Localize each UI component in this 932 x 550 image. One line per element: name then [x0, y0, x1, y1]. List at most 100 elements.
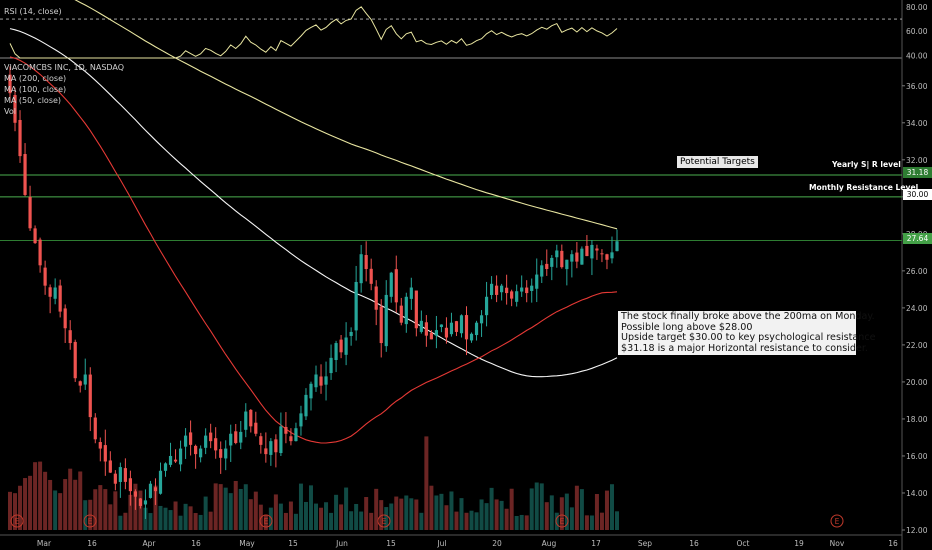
candle-body [419, 320, 423, 332]
volume-bar [399, 498, 404, 530]
candle-body [354, 281, 358, 331]
y-tick-label: 14.00 [906, 489, 928, 498]
volume-bar [504, 508, 509, 530]
candle-body [214, 438, 218, 451]
x-tick-label: 17 [591, 539, 601, 548]
volume-bar [514, 515, 519, 530]
volume-bar [53, 490, 58, 530]
y-tick-label: 36.00 [906, 82, 928, 91]
volume-bar [268, 507, 273, 530]
horizontal-levels [0, 174, 902, 242]
volume-bar [248, 499, 253, 530]
volume-bar [58, 493, 63, 530]
candle-body [314, 374, 318, 388]
ma100-line [9, 28, 618, 378]
y-tick-label: 16.00 [906, 452, 928, 461]
candle-body [264, 448, 268, 455]
volume-bar [298, 483, 303, 530]
x-tick-label: 16 [191, 539, 201, 548]
ma50-line [9, 56, 618, 444]
symbol-title: VIACOMCBS INC, 1D, NASDAQ [4, 63, 125, 72]
volume-bar [108, 504, 113, 530]
candle-body [389, 272, 393, 297]
volume-bar [534, 482, 539, 530]
volume-bar [173, 501, 178, 530]
volume-bar [444, 505, 449, 530]
candle-body [449, 322, 454, 335]
note-line-2: Possible long above $28.00 [621, 321, 753, 333]
volume-bar [288, 501, 293, 530]
volume-bar [524, 515, 529, 530]
x-tick-label: 16 [689, 539, 699, 548]
candle-body [259, 436, 263, 445]
candle-body [565, 259, 569, 270]
volume-bar [308, 485, 313, 530]
volume-bar [23, 478, 28, 530]
volume-bar [419, 512, 424, 530]
candle-body [163, 463, 168, 471]
candle-body [58, 285, 62, 312]
candle-body [404, 296, 408, 325]
volume-bar [148, 513, 153, 530]
x-tick-label: 19 [794, 539, 804, 548]
ma50-legend: MA (50, close) [4, 96, 62, 105]
earnings-marker-label: E [264, 517, 269, 526]
volume-bar [63, 479, 68, 530]
candle-body [520, 287, 524, 292]
candle-body [209, 432, 213, 442]
y-tick-label: 12.00 [906, 526, 928, 535]
y-tick-label: 22.00 [906, 341, 928, 350]
volume-bar [48, 479, 53, 530]
candle-body [339, 339, 343, 353]
volume-bar [168, 510, 173, 530]
candle-body [570, 254, 574, 262]
volume-bar [93, 489, 98, 530]
candle-body [454, 321, 459, 332]
volume-bar [579, 489, 584, 530]
volume-bar [569, 507, 574, 530]
candle-body [535, 274, 539, 289]
volume-bar [43, 471, 48, 530]
x-tick-label: Aug [542, 539, 557, 548]
y-tick-label: 34.00 [906, 119, 928, 128]
volume-bar [479, 499, 484, 530]
volume-bar [615, 511, 619, 530]
candle-body [289, 436, 293, 442]
candle-body [530, 285, 534, 291]
candle-body [550, 257, 554, 267]
yearly-level-label: Yearly S| R level [832, 160, 901, 169]
candle-body [78, 381, 82, 386]
x-tick-label: Sep [638, 539, 652, 548]
volume-bar [324, 502, 329, 530]
candle-body [294, 428, 298, 442]
volume-bar [228, 493, 233, 530]
candle-body [199, 448, 203, 458]
price-tag-31-18: 31.18 [903, 167, 932, 178]
x-tick-label: Oct [737, 539, 750, 548]
candle-body [369, 268, 373, 284]
candle-body [143, 500, 148, 505]
candle-body [8, 74, 12, 94]
candle-body [33, 228, 37, 244]
candle-body [414, 290, 418, 329]
candle-body [98, 442, 102, 449]
candle-body [304, 394, 308, 417]
candle-body [515, 291, 519, 302]
volume-bar [218, 484, 223, 530]
volume-bar [349, 511, 354, 530]
candle-body [600, 253, 604, 255]
candle-body [18, 119, 22, 157]
volume-bar [364, 497, 369, 530]
x-tick-label: 16 [87, 539, 97, 548]
volume-bar [33, 462, 38, 530]
ma200-line [74, 0, 618, 230]
candle-body [429, 332, 433, 340]
volume-bar [283, 512, 288, 530]
main-legend: VIACOMCBS INC, 1D, NASDAQ MA (200, close… [4, 62, 124, 117]
volume-bar [238, 488, 243, 530]
volume-bar [38, 461, 43, 530]
volume-bar [359, 511, 364, 530]
candle-body [13, 95, 17, 123]
volume-bar [193, 513, 198, 530]
